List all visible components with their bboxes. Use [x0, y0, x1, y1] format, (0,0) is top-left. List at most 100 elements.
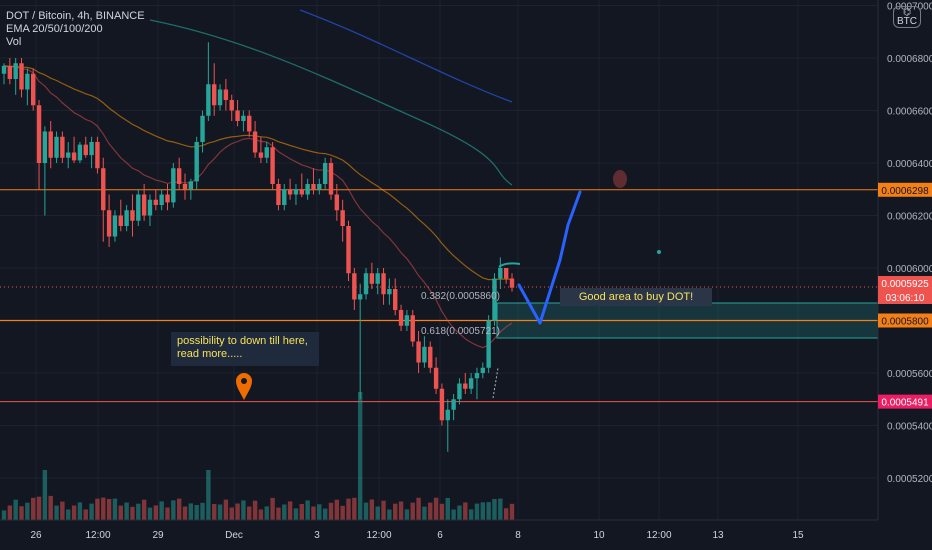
candle-body: [252, 131, 258, 153]
volume-bar: [451, 509, 456, 520]
y-tick-label: 0.0006000: [887, 264, 932, 275]
volume-label[interactable]: Vol: [6, 36, 22, 48]
volume-bars: [1, 392, 515, 520]
y-tick-label: 0.0005200: [887, 474, 932, 485]
candle-body: [30, 73, 36, 106]
volume-bar: [381, 500, 386, 520]
volume-bar: [463, 502, 468, 520]
volume-bar: [346, 498, 351, 520]
volume-bar: [258, 509, 264, 520]
candle-body: [317, 184, 322, 190]
volume-bar: [486, 502, 491, 520]
volume-bar: [223, 499, 229, 520]
symbol-title[interactable]: DOT / Bitcoin, 4h, BINANCE: [6, 10, 145, 22]
candle-body: [212, 84, 217, 106]
candle-body: [19, 63, 24, 90]
volume-bar: [130, 506, 135, 520]
candle-body: [305, 184, 310, 195]
candle-body: [463, 383, 468, 389]
candle-body: [369, 273, 375, 284]
candle-body: [153, 199, 159, 205]
candle-body: [498, 268, 503, 279]
candle-body: [241, 115, 246, 121]
volume-bar: [474, 503, 480, 520]
volume-bar: [212, 504, 217, 520]
volume-bar: [416, 497, 421, 520]
candle-body: [200, 115, 205, 142]
downside-note[interactable]: possibility to down till here, read more…: [171, 332, 319, 366]
volume-bar: [54, 505, 59, 520]
volume-bar: [42, 470, 48, 520]
candle-body: [1, 65, 7, 74]
volume-bar: [270, 497, 275, 520]
volume-bar: [147, 507, 153, 520]
candle-body: [188, 181, 194, 190]
candle-body: [445, 409, 450, 421]
candle-body: [398, 310, 404, 326]
candle-body: [229, 100, 234, 111]
volume-bar: [95, 498, 100, 520]
y-tick-label: 0.0006200: [887, 212, 932, 223]
candle-body: [130, 210, 135, 221]
candle-body: [36, 105, 42, 163]
candle-body: [357, 294, 363, 300]
candle-body: [282, 189, 287, 205]
volume-bar: [299, 503, 304, 520]
volume-bar: [182, 506, 188, 520]
ema-200-line: [299, 9, 513, 103]
candle-body: [509, 278, 515, 288]
candle-body: [147, 199, 153, 216]
volume-bar: [247, 506, 252, 520]
volume-bar: [106, 499, 112, 520]
volume-bar: [1, 510, 7, 520]
candle-body: [468, 378, 474, 389]
volume-bar: [287, 501, 293, 520]
volume-bar: [369, 499, 375, 520]
volume-bar: [153, 505, 159, 520]
currency-badge[interactable]: ⌬ BTC: [893, 6, 921, 28]
volume-bar: [101, 497, 106, 520]
candle-body: [182, 184, 188, 190]
x-tick-label: 10: [593, 530, 605, 541]
candle-body: [416, 341, 421, 363]
candle-body: [474, 373, 480, 379]
y-tick-label: 0.0006400: [887, 159, 932, 170]
indicator-label[interactable]: EMA 20/50/100/200: [6, 23, 103, 35]
volume-bar: [165, 507, 170, 520]
candle-body: [311, 184, 316, 190]
y-tick-label: 0.0005400: [887, 422, 932, 433]
candle-body: [141, 194, 147, 216]
volume-bar: [200, 502, 205, 520]
projection-path[interactable]: [517, 190, 582, 325]
volume-bar: [60, 501, 65, 520]
volume-bar: [241, 500, 246, 520]
x-tick-label: 12:00: [646, 530, 671, 541]
candle-body: [433, 367, 439, 389]
x-axis-ticks: 26 12:00 29 Dec 3 12:00 6 8 10 12:00 13 15: [30, 530, 804, 541]
candle-body: [492, 278, 497, 321]
volume-bar: [317, 504, 322, 520]
support-price-label: 0.0005491: [881, 398, 929, 409]
volume-bar: [334, 499, 340, 520]
buy-note[interactable]: Good area to buy DOT!: [560, 288, 712, 306]
x-tick-label: 13: [712, 530, 724, 541]
y-tick-label: 0.0007000: [887, 2, 932, 13]
candle-body: [159, 194, 164, 205]
location-pin-icon[interactable]: [236, 373, 252, 400]
volume-bar: [188, 503, 194, 520]
candle-body: [299, 189, 304, 195]
recent-high-mark: [498, 262, 521, 268]
currency-label: BTC: [897, 16, 917, 27]
candlesticks: [1, 42, 515, 452]
volume-bar: [468, 509, 474, 520]
red-marker: [613, 170, 627, 188]
candle-body: [334, 194, 340, 211]
candle-body: [328, 163, 334, 195]
ema-20-line: [3, 65, 513, 349]
candle-body: [439, 388, 445, 421]
countdown-price-label-bg: [878, 290, 932, 304]
candle-body: [393, 289, 398, 310]
y-tick-label: 0.0006800: [887, 54, 932, 65]
x-tick-label: 6: [437, 530, 443, 541]
